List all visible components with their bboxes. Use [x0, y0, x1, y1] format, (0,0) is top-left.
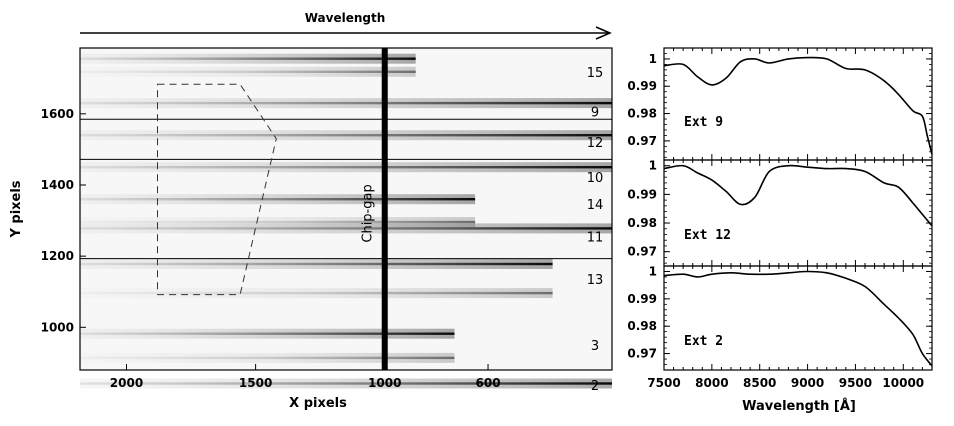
spectrum-core [80, 227, 612, 230]
right-x-tick-label: 8000 [695, 376, 728, 390]
transmission-panel: 1 0.99 0.98 0.97 Ext 9 [627, 47, 933, 161]
panel-y-tick-label: 1 [649, 159, 657, 173]
wavelength-arrow-head [595, 26, 612, 40]
transmission-curve [663, 164, 933, 227]
wavelength-title: Wavelength [305, 11, 386, 25]
x-axis-label: X pixels [289, 396, 347, 411]
spectrum-trace [80, 328, 455, 339]
spectrum-trace [80, 217, 476, 227]
right-x-ticks: 7500 8000 8500 9000 9500 10000 [647, 376, 924, 390]
panel-frame [663, 47, 933, 161]
image-frame [79, 47, 613, 371]
spectrum-core [80, 70, 416, 73]
y-tick-label: 1400 [41, 178, 74, 192]
spectrum-core [80, 262, 553, 266]
slit-number-label: 15 [587, 66, 604, 81]
spectrum-trace [80, 352, 455, 363]
panel-y-tick-label: 1 [649, 265, 657, 279]
spectrum-core [80, 57, 416, 60]
image-background [80, 48, 612, 370]
right-x-tick-label: 9500 [839, 376, 872, 390]
spectrum-core [80, 101, 612, 105]
spectrum-trace [80, 53, 416, 64]
y-tick-label: 1600 [41, 107, 74, 121]
spectrum-core [80, 220, 476, 224]
spectrum-trace [80, 259, 553, 269]
panel-y-tick-label: 0.98 [627, 319, 657, 333]
slit-number-label: 13 [587, 273, 604, 288]
transmission-panel: 1 0.99 0.98 0.97 Ext 2 [627, 265, 933, 371]
slit-numbers: 15 9 12 10 14 11 13 3 2 [587, 66, 604, 394]
spectrum-trace [80, 162, 612, 173]
panel-y-tick-label: 0.97 [627, 134, 657, 148]
image-x-ticks: 2000 1500 1000 600 [110, 364, 501, 390]
slit-number-label: 12 [587, 136, 604, 151]
spectrum-core [80, 291, 553, 295]
panel-y-tick-label: 1 [649, 52, 657, 66]
panel-label: Ext 2 [684, 334, 723, 349]
spectrum-trace [80, 378, 612, 389]
panel-y-tick-label: 0.99 [627, 187, 657, 201]
spectrum-core [80, 332, 455, 335]
panel-y-tick-label: 0.97 [627, 347, 657, 361]
slit-edge-lines [80, 118, 612, 260]
transmission-curve [663, 270, 933, 367]
right-x-tick-label: 7500 [647, 376, 680, 390]
spectrum-trace [80, 130, 612, 141]
panel-y-tick-label: 0.97 [627, 245, 657, 259]
spectrum-core [80, 382, 612, 385]
spectrum-core [80, 356, 455, 360]
x-tick-label: 1000 [368, 376, 401, 390]
right-x-tick-label: 8500 [743, 376, 776, 390]
panel-frame [663, 265, 933, 371]
spectrum-trace [80, 288, 553, 299]
spectrum-core [80, 134, 612, 137]
slit-number-label: 10 [587, 171, 604, 186]
x-tick-label: 2000 [110, 376, 143, 390]
transmission-panels: 1 0.99 0.98 0.97 Ext 9 1 0.99 0.98 0.97 Ext 12 1 0.… [627, 47, 933, 390]
x-tick-label: 1500 [239, 376, 272, 390]
panel-y-tick-label: 0.98 [627, 216, 657, 230]
y-tick-label: 1000 [41, 320, 74, 334]
spectrum-trace [80, 98, 612, 109]
panel-label: Ext 12 [684, 228, 731, 243]
spectrum-trace [80, 223, 612, 234]
panel-y-tick-label: 0.99 [627, 292, 657, 306]
right-x-axis-label: Wavelength [Å] [742, 398, 856, 414]
slit-number-label: 11 [587, 230, 604, 245]
slit-image-panel: Chip-gap 15 9 12 10 14 11 13 3 2 2000 1500 1000 600… [41, 47, 613, 394]
panel-label: Ext 9 [684, 115, 723, 130]
slit-number-label: 14 [587, 198, 604, 213]
slit-number-label: 2 [591, 379, 599, 394]
spectrum-core [80, 198, 476, 201]
transmission-curve [663, 56, 933, 155]
chip-gap-label: Chip-gap [361, 184, 376, 242]
x-tick-label: 600 [476, 376, 501, 390]
spectra-layer [80, 53, 612, 389]
panel-y-tick-label: 0.98 [627, 107, 657, 121]
spectrum-trace [80, 194, 476, 205]
y-tick-label: 1200 [41, 249, 74, 263]
y-axis-label: Y pixels [9, 180, 24, 238]
slit-number-label: 9 [591, 105, 599, 120]
right-x-tick-label: 9000 [791, 376, 824, 390]
image-y-ticks: 1000 1200 1400 1600 [41, 107, 86, 334]
panel-y-tick-label: 0.99 [627, 79, 657, 93]
spectrum-core [80, 166, 612, 169]
right-x-tick-label: 10000 [882, 376, 924, 390]
slit-number-label: 3 [591, 339, 599, 354]
spectrum-trace [80, 66, 416, 77]
transmission-panel: 1 0.99 0.98 0.97 Ext 12 [627, 159, 933, 267]
region-outline [157, 83, 277, 296]
